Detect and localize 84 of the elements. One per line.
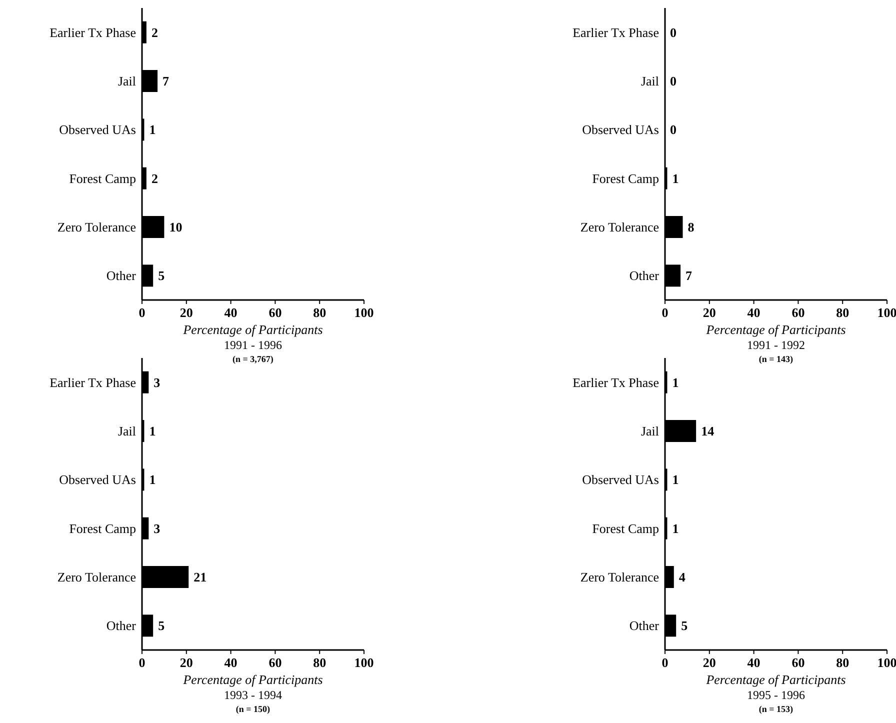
data-label: 4 [678,570,686,585]
y-tick-label: Earlier Tx Phase [50,374,136,390]
x-tick-label: 60 [792,655,805,670]
data-label: 1 [672,472,679,488]
data-label: 14 [701,424,715,439]
annotation: (n = 143) [758,354,794,364]
data-label: 2 [151,170,158,186]
x-tick-label: 100 [877,305,896,320]
x-tick-label: 0 [662,655,668,670]
x-tick-label: 60 [268,655,282,670]
x-tick-label: 40 [224,655,238,670]
data-label: 21 [194,570,207,585]
data-label: 0 [670,24,676,40]
x-tick-label: 20 [180,305,193,320]
x-tick-label: 80 [313,655,326,670]
x-tick-label: 100 [877,655,896,670]
x-axis-title: Percentage of Participants [182,672,323,687]
text: 1991 - 1996 [224,338,282,352]
y-tick-label: Zero Tolerance [580,570,660,585]
x-tick-label: 20 [180,655,193,670]
x-axis-title: Percentage of Participants [705,672,846,687]
y-tick-label: Other [629,268,660,284]
y-tick-label: Earlier Tx Phase [572,24,660,40]
data-label: 1 [149,122,156,138]
y-tick-label: Forest Camp [592,520,659,536]
data-label: 5 [158,618,166,634]
text: 1993 - 1994 [224,688,282,702]
y-tick-label: Zero Tolerance [57,570,136,585]
y-tick-label: Observed UAs [582,472,659,488]
y-tick-label: Earlier Tx Phase [572,374,660,390]
x-tick-label: 0 [138,305,146,320]
x-axis-title: Percentage of Participants [182,322,323,337]
y-tick-label: Jail [118,424,136,439]
data-label: 1 [149,424,156,439]
y-tick-label: Observed UAs [582,122,659,138]
x-tick-label: 60 [792,305,805,320]
y-tick-label: Forest Camp [592,170,659,186]
y-tick-label: Forest Camp [69,520,136,536]
x-tick-label: 0 [138,655,146,670]
data-label: 7 [686,268,693,284]
x-tick-label: 40 [224,305,238,320]
y-tick-label: Zero Tolerance [57,220,136,235]
y-tick-label: Observed UAs [59,472,136,488]
y-tick-label: Other [106,618,137,634]
text: (n = 153) [758,704,794,714]
y-tick-label: Jail [118,74,136,89]
data-label: 3 [154,520,161,536]
x-tick-label: 40 [747,655,760,670]
x-tick-label: 0 [662,305,668,320]
y-tick-label: Earlier Tx Phase [50,24,136,40]
data-label: 2 [151,24,158,40]
y-tick-label: Other [629,618,660,634]
data-label: 1 [672,520,679,536]
annotation: (n = 3,767) [232,354,274,364]
data-label: 1 [672,170,679,186]
y-tick-label: Jail [640,74,660,89]
x-tick-label: 80 [313,305,326,320]
data-label: 5 [158,268,166,284]
text: 1995 - 1996 [747,688,805,702]
x-tick-label: 80 [836,305,850,320]
x-tick-label: 100 [354,655,374,670]
x-tick-label: 20 [702,305,716,320]
text: 1991 - 1992 [747,338,805,352]
data-label: 5 [681,618,688,634]
data-label: 10 [169,220,182,235]
data-label: 8 [688,220,695,235]
data-label: 1 [672,374,679,390]
data-label: 7 [162,74,170,89]
y-tick-label: Jail [640,424,660,439]
y-tick-label: Zero Tolerance [580,220,660,235]
x-tick-label: 60 [268,305,282,320]
data-label: 1 [149,472,156,488]
x-tick-label: 100 [354,305,374,320]
x-tick-label: 20 [702,655,716,670]
x-axis-title: Percentage of Participants [705,322,846,337]
data-label: 0 [670,122,676,138]
text: (n = 150) [236,704,270,714]
y-tick-label: Other [106,268,137,284]
data-label: 3 [154,374,161,390]
y-tick-label: Observed UAs [59,122,136,138]
data-label: 0 [670,74,676,89]
y-tick-label: Forest Camp [69,170,136,186]
x-tick-label: 80 [836,655,850,670]
x-tick-label: 40 [747,305,760,320]
